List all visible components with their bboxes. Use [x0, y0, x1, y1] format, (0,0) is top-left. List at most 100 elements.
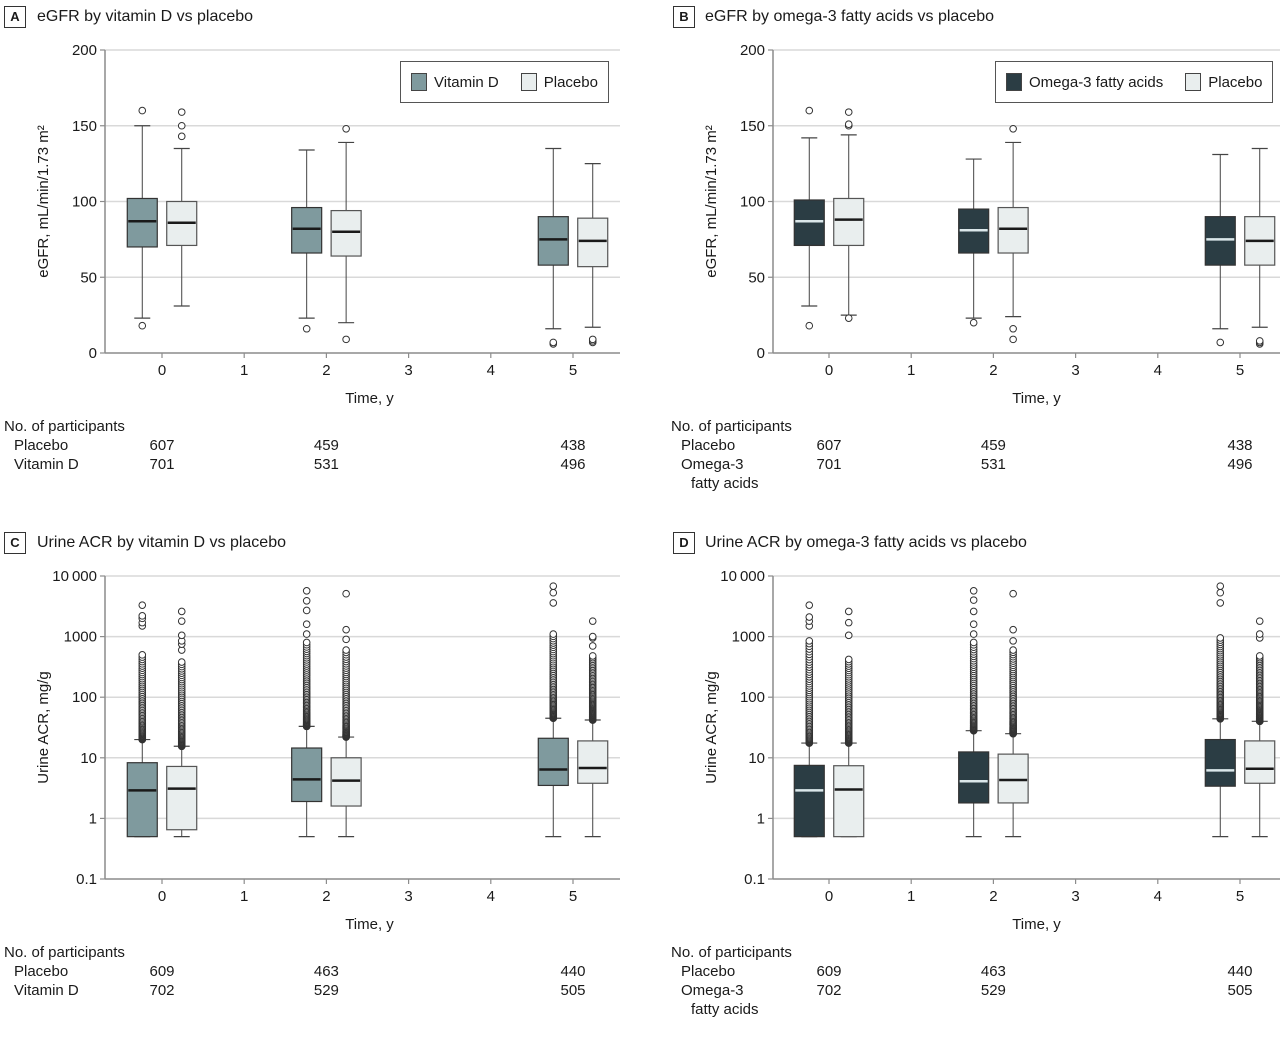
- panel-title: Urine ACR by vitamin D vs placebo: [37, 534, 286, 551]
- box-iqr: [833, 765, 865, 838]
- outlier-point: [1216, 338, 1225, 347]
- x-axis-title: Time, y: [345, 390, 394, 407]
- outlier-point: [805, 613, 814, 621]
- box-iqr: [1244, 740, 1276, 784]
- outlier-point: [177, 132, 186, 141]
- y-axis-title: Urine ACR, mg/g: [35, 671, 52, 784]
- legend-item-placebo: Placebo: [520, 73, 598, 91]
- participants-count: 459: [313, 437, 339, 454]
- outlier-point: [969, 596, 978, 604]
- outlier-point: [302, 638, 311, 647]
- outlier-point: [844, 631, 853, 640]
- participants-count: 609: [149, 963, 175, 980]
- outlier-point: [1255, 617, 1264, 625]
- outlier-point: [549, 588, 558, 597]
- outlier-point: [342, 635, 350, 644]
- legend-label: Vitamin D: [434, 73, 499, 91]
- participants-count: 496: [1227, 456, 1253, 473]
- x-tick-label: 4: [487, 362, 495, 379]
- participants-count: 438: [1227, 437, 1253, 454]
- outlier-point: [302, 324, 311, 333]
- x-tick-label: 0: [158, 362, 166, 379]
- participants-table: No. of participants Placebo 607 459 438 Vitam…: [4, 417, 640, 497]
- participants-count: 440: [560, 963, 586, 980]
- outlier-point: [342, 124, 350, 133]
- panel-b: B eGFR by omega-3 fatty acids vs placebo…: [640, 0, 1280, 511]
- outlier-point: [549, 582, 558, 590]
- participants-count: 702: [816, 982, 842, 999]
- participants-count: 702: [149, 982, 175, 999]
- outlier-point: [805, 106, 814, 115]
- y-tick-label: 200: [740, 42, 765, 59]
- box-iqr: [330, 757, 362, 807]
- outlier-point: [844, 120, 853, 129]
- outlier-point: [342, 589, 350, 598]
- participants-heading: No. of participants: [4, 418, 125, 435]
- outlier-point: [302, 606, 311, 615]
- box-omega-3-fatty-acids-t5: [1204, 582, 1236, 838]
- y-tick-label: 50: [80, 269, 97, 286]
- participants-row-label: Placebo: [681, 437, 736, 454]
- outlier-point: [549, 599, 558, 607]
- outlier-point: [1255, 630, 1264, 638]
- y-tick-label: 1000: [64, 629, 97, 646]
- box-placebo-t2: [330, 589, 362, 838]
- box-omega-3-fatty-acids-t0: [793, 601, 825, 838]
- x-tick-label: 5: [569, 362, 577, 379]
- y-tick-label: 100: [72, 689, 97, 706]
- legend-swatch-omega-3: [1006, 73, 1022, 91]
- panel-c: C Urine ACR by vitamin D vs placebo 0.1 1…: [0, 526, 640, 1037]
- y-tick-label: 10: [748, 750, 765, 767]
- outlier-point: [969, 638, 978, 647]
- y-tick-label: 10 000: [720, 568, 765, 585]
- x-tick-label: 0: [825, 362, 833, 379]
- outlier-point: [302, 596, 311, 605]
- outlier-point: [177, 658, 186, 666]
- y-tick-label: 10: [80, 750, 97, 767]
- outlier-point: [1009, 625, 1017, 634]
- box-iqr: [793, 764, 825, 838]
- outlier-point: [844, 618, 853, 627]
- x-tick-label: 4: [1154, 362, 1162, 379]
- legend-label: Placebo: [543, 73, 598, 91]
- box-vitamin-d-t5: [537, 147, 569, 348]
- participants-table: No. of participants Placebo 609 463 440 Omega…: [671, 943, 1280, 1023]
- y-tick-label: 1: [89, 810, 97, 827]
- x-tick-label: 3: [404, 888, 412, 905]
- box-iqr: [577, 217, 609, 268]
- participants-heading: No. of participants: [671, 944, 792, 961]
- panel-label: B: [673, 6, 695, 28]
- outlier-point: [969, 586, 978, 595]
- box-placebo-t2: [997, 124, 1029, 344]
- box-vitamin-d-t5: [537, 582, 569, 838]
- panel-title: Urine ACR by omega-3 fatty acids vs plac…: [705, 534, 1027, 551]
- panel-label: A: [4, 6, 26, 28]
- box-vitamin-d-t0: [126, 601, 158, 838]
- box-plot-d: 0.1 1 10 100 1000 10 000 0 1 2 3 4 5 Time, y Urine AC…: [703, 568, 1280, 933]
- x-axis-title: Time, y: [1012, 390, 1061, 407]
- box-plot-b: 0 50 100 150 200 0 1 2 3 4 5 Time, y eGFR, mL/min/1.…: [703, 42, 1280, 407]
- participants-count: 496: [560, 456, 586, 473]
- y-tick-label: 100: [740, 689, 765, 706]
- x-tick-label: 5: [569, 888, 577, 905]
- legend-swatch-placebo: [1185, 73, 1202, 91]
- outlier-point: [844, 108, 853, 116]
- outlier-point: [302, 630, 311, 638]
- x-tick-label: 0: [825, 888, 833, 905]
- panel-label: C: [4, 532, 26, 554]
- box-iqr: [126, 197, 158, 248]
- participants-count: 459: [980, 437, 1006, 454]
- legend-item-omega-3: Omega-3 fatty acids: [1006, 73, 1163, 91]
- y-tick-label: 1: [757, 810, 765, 827]
- x-tick-label: 1: [907, 888, 915, 905]
- outlier-point: [969, 620, 978, 629]
- outlier-point: [177, 617, 186, 625]
- box-iqr: [1204, 216, 1236, 266]
- box-placebo-t5: [1244, 147, 1276, 348]
- outlier-point: [302, 586, 311, 595]
- participants-row-label: Vitamin D: [14, 982, 79, 999]
- box-vitamin-d-t2: [291, 586, 323, 838]
- legend-item-placebo: Placebo: [1185, 73, 1262, 91]
- outlier-point: [1216, 588, 1225, 597]
- y-axis-title: eGFR, mL/min/1.73 m²: [35, 125, 52, 278]
